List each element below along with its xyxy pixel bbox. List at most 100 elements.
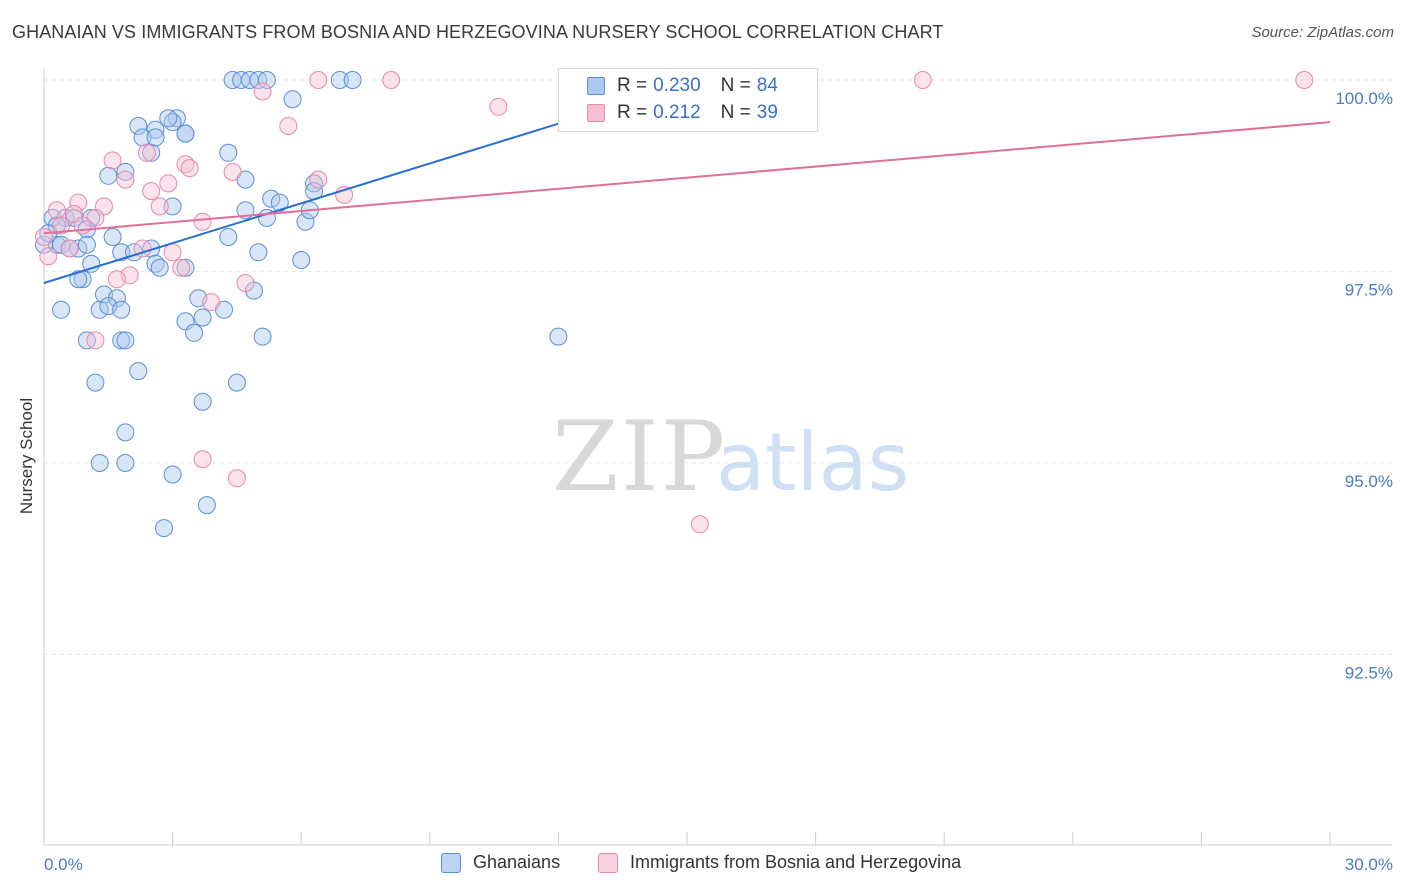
- bosnia-point[interactable]: [236, 274, 255, 292]
- bosnia-point[interactable]: [103, 151, 122, 170]
- chart-title: GHANAIAN VS IMMIGRANTS FROM BOSNIA AND H…: [12, 22, 944, 42]
- bosnia-point[interactable]: [39, 247, 58, 266]
- ghanaian-point[interactable]: [69, 270, 88, 289]
- bosnia-point[interactable]: [73, 216, 92, 235]
- ghanaian-point[interactable]: [197, 496, 216, 515]
- ghanaian-point[interactable]: [116, 423, 135, 442]
- bosnia-point[interactable]: [52, 216, 71, 235]
- bosnia-point[interactable]: [223, 162, 242, 181]
- grid-layer: [44, 79, 1392, 655]
- ghanaian-point[interactable]: [163, 197, 182, 216]
- y-tick-label: 95.0%: [1345, 472, 1393, 491]
- bosnia-point[interactable]: [309, 170, 328, 189]
- watermark: ZIP atlas: [552, 401, 909, 513]
- legend-r-label: R =: [617, 102, 648, 123]
- ghanaian-point[interactable]: [129, 362, 148, 381]
- ghanaian-point[interactable]: [112, 243, 131, 262]
- legend-swatch-blue: [587, 77, 605, 95]
- legend-r-value: 0.212: [653, 102, 701, 123]
- bosnia-point[interactable]: [137, 143, 156, 162]
- bottom-legend-swatch-pink: [598, 852, 618, 873]
- ghanaian-point[interactable]: [155, 519, 173, 538]
- bosnia-point[interactable]: [309, 71, 328, 89]
- bosnia-point[interactable]: [382, 71, 401, 89]
- ghanaian-point[interactable]: [116, 454, 135, 472]
- bosnia-point[interactable]: [159, 174, 178, 193]
- legend-r-label: R =: [617, 75, 648, 96]
- ghanaian-point[interactable]: [257, 71, 276, 89]
- ghanaian-point[interactable]: [159, 109, 178, 128]
- legend-n-value: 39: [756, 102, 778, 123]
- bosnia-point[interactable]: [60, 239, 79, 258]
- bottom-legend: Ghanaians Immigrants from Bosnia and Her…: [0, 852, 1406, 878]
- bosnia-point[interactable]: [172, 258, 191, 277]
- bosnia-point[interactable]: [142, 182, 161, 201]
- ghanaian-point[interactable]: [219, 143, 238, 162]
- legend-n-label: N =: [720, 75, 751, 96]
- ghanaian-point[interactable]: [116, 162, 135, 181]
- legend-row-bosnia: R = 0.212 N = 39: [587, 100, 778, 126]
- bosnia-point[interactable]: [227, 469, 246, 488]
- legend-box: R = 0.230 N = 84 R = 0.212 N = 39: [558, 68, 818, 132]
- ghanaian-point[interactable]: [129, 117, 148, 135]
- bosnia-point[interactable]: [47, 201, 66, 220]
- bosnia-point[interactable]: [489, 97, 508, 116]
- bosnia-point[interactable]: [193, 212, 212, 231]
- ghanaian-point[interactable]: [292, 251, 311, 269]
- bosnia-point[interactable]: [150, 197, 169, 216]
- x-tick-label: 30.0%: [1345, 855, 1393, 874]
- ghanaian-point[interactable]: [103, 228, 122, 246]
- bosnia-point[interactable]: [913, 71, 932, 89]
- bosnia-point[interactable]: [69, 193, 88, 212]
- y-tick-label: 92.5%: [1345, 664, 1393, 683]
- bosnia-point[interactable]: [202, 293, 221, 312]
- ghanaian-point[interactable]: [35, 235, 53, 254]
- ghanaian-point[interactable]: [296, 212, 315, 231]
- ghanaian-point[interactable]: [77, 235, 96, 254]
- ghanaian-point[interactable]: [249, 243, 268, 262]
- ghanaian-point[interactable]: [270, 193, 289, 212]
- ghanaian-point[interactable]: [176, 258, 195, 277]
- ghanaian-point[interactable]: [193, 308, 212, 327]
- legend-swatch-pink: [587, 104, 605, 122]
- ghanaian-point[interactable]: [227, 373, 246, 392]
- ghanaian-point[interactable]: [219, 228, 238, 246]
- ghanaian-point[interactable]: [99, 166, 118, 185]
- bosnia-point[interactable]: [279, 117, 298, 135]
- bosnia-point[interactable]: [690, 515, 709, 534]
- ghanaian-point[interactable]: [185, 323, 203, 342]
- ghanaian-point[interactable]: [90, 300, 109, 319]
- ghanaian-point[interactable]: [330, 71, 349, 89]
- legend-n-label: N =: [720, 102, 751, 123]
- ghanaian-point[interactable]: [193, 392, 212, 411]
- ghanaian-point[interactable]: [343, 71, 362, 89]
- bosnia-point[interactable]: [107, 270, 126, 289]
- ghanaian-point[interactable]: [176, 124, 195, 143]
- bosnia-point[interactable]: [86, 331, 105, 350]
- ghanaian-point[interactable]: [112, 331, 131, 350]
- ghanaian-point[interactable]: [52, 300, 71, 319]
- tick-label-layer: 92.5% 95.0% 97.5% 100.0% 0.0% 30.0%: [44, 89, 1393, 874]
- bosnia-point[interactable]: [193, 450, 212, 469]
- ghanaian-point[interactable]: [90, 454, 109, 472]
- ghanaian-point[interactable]: [86, 373, 105, 392]
- bosnia-point[interactable]: [116, 170, 135, 189]
- ghanaian-point[interactable]: [163, 465, 182, 484]
- bosnia-trend-line: [43, 121, 1331, 235]
- bosnia-point[interactable]: [35, 228, 53, 246]
- bosnia-point[interactable]: [1295, 71, 1314, 89]
- ghanaian-point[interactable]: [116, 331, 135, 350]
- ghanaian-point[interactable]: [283, 90, 302, 109]
- bottom-legend-bosnia[interactable]: Immigrants from Bosnia and Herzegovina: [598, 852, 961, 873]
- bosnia-point[interactable]: [163, 243, 182, 262]
- bosnia-point[interactable]: [180, 159, 199, 178]
- ghanaian-point[interactable]: [262, 189, 281, 208]
- bosnia-point[interactable]: [253, 82, 272, 101]
- ghanaian-point[interactable]: [150, 258, 169, 277]
- bottom-legend-ghanaians[interactable]: Ghanaians: [441, 852, 560, 873]
- ghanaian-point[interactable]: [549, 327, 568, 346]
- ghanaian-point[interactable]: [112, 300, 131, 319]
- ghanaian-point[interactable]: [253, 327, 272, 346]
- ghanaian-point[interactable]: [146, 128, 165, 147]
